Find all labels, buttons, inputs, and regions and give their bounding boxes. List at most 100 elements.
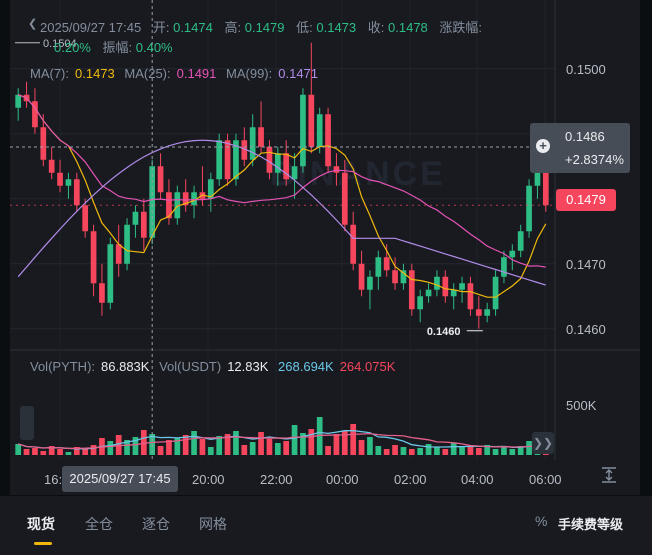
crosshair-price-tag[interactable]: + 0.1486 +2.8374% bbox=[530, 123, 630, 173]
price-axis-label: 0.1500 bbox=[566, 62, 606, 77]
low-marker-label: 0.1460 bbox=[427, 326, 461, 338]
volume-bar bbox=[140, 430, 147, 455]
price-axis-label: 0.1470 bbox=[566, 257, 606, 272]
price-axis-label: 0.1460 bbox=[566, 322, 606, 337]
candle-body bbox=[300, 94, 306, 167]
volume-bar bbox=[90, 445, 97, 455]
volume-bar bbox=[216, 436, 223, 455]
candle-body bbox=[124, 224, 130, 264]
tab-cross[interactable]: 全仓 bbox=[85, 516, 113, 532]
candle-body bbox=[442, 276, 449, 297]
candle-body bbox=[408, 270, 415, 310]
volume-bar bbox=[274, 443, 281, 455]
volume-bar bbox=[300, 433, 306, 455]
kline-chart[interactable]: 0.15000.14900.14800.14700.146016:20:0022… bbox=[10, 0, 640, 495]
time-axis-label: 00:00 bbox=[326, 472, 359, 487]
candle-body bbox=[475, 309, 482, 316]
candle-body bbox=[367, 276, 373, 290]
ma99-line bbox=[17, 139, 546, 286]
candle-body bbox=[316, 114, 323, 147]
high-marker-label: 0.1504 bbox=[43, 38, 77, 50]
candle-body bbox=[291, 166, 298, 180]
volume-bar bbox=[517, 446, 524, 455]
candle-body bbox=[90, 231, 97, 284]
tab-isolated[interactable]: 逐仓 bbox=[142, 516, 170, 532]
volume-bar bbox=[467, 447, 474, 455]
time-axis-label: 20:00 bbox=[192, 472, 225, 487]
collapse-chevron-icon[interactable]: ❮ bbox=[28, 18, 38, 30]
candle-body bbox=[224, 140, 231, 180]
volume-bar bbox=[132, 437, 139, 455]
candle-body bbox=[216, 140, 223, 180]
candle-body bbox=[266, 146, 273, 173]
volume-bar bbox=[291, 425, 298, 455]
volume-bar bbox=[316, 417, 323, 455]
order-tabs-bar: 现货 全仓 逐仓 网格 % 手续费等级 bbox=[0, 496, 652, 555]
candle-body bbox=[542, 159, 549, 206]
volume-bar bbox=[484, 445, 491, 455]
volume-bar bbox=[283, 441, 290, 455]
ma-lines bbox=[17, 94, 547, 450]
candle-body bbox=[40, 127, 47, 160]
volume-bar bbox=[157, 446, 164, 455]
volume-bar bbox=[73, 447, 80, 455]
candle-body bbox=[99, 283, 105, 303]
ohlc-info-line2: 0.20% 振幅: 0.40% bbox=[54, 40, 173, 55]
volume-bar bbox=[501, 447, 507, 455]
kline-chart-panel[interactable]: BINANCE 0.15000.14900.14800.14700.146016… bbox=[10, 0, 640, 495]
volume-bar bbox=[358, 440, 365, 455]
volume-bar bbox=[233, 431, 239, 455]
candle-body bbox=[392, 270, 398, 284]
tab-spot[interactable]: 现货 bbox=[27, 516, 55, 532]
percent-icon[interactable]: % bbox=[535, 513, 548, 529]
candle-body bbox=[325, 114, 331, 167]
current-price-tag: 0.1479 bbox=[556, 189, 616, 211]
volume-bar bbox=[224, 434, 231, 455]
candle-body bbox=[350, 224, 357, 264]
add-alert-icon[interactable]: + bbox=[536, 139, 550, 153]
volume-ma-line-2 bbox=[18, 432, 546, 450]
candle-body bbox=[48, 159, 55, 173]
candle-body bbox=[174, 192, 181, 219]
scroll-to-latest-button[interactable]: ❯❯ bbox=[532, 432, 554, 454]
volume-bar bbox=[308, 429, 315, 455]
volume-bar bbox=[509, 449, 516, 455]
candle-body bbox=[107, 244, 114, 303]
volume-bar bbox=[107, 441, 114, 455]
volume-bar bbox=[23, 449, 30, 455]
candle-body bbox=[149, 166, 156, 238]
candlesticks bbox=[15, 42, 549, 329]
candle-body bbox=[417, 296, 424, 310]
crosshair-price: 0.1486 bbox=[565, 129, 605, 144]
tab-grid[interactable]: 网格 bbox=[199, 516, 227, 532]
candle-body bbox=[459, 283, 465, 290]
volume-bar bbox=[191, 431, 197, 455]
fee-level-link[interactable]: 手续费等级 bbox=[558, 517, 624, 532]
candle-body bbox=[57, 172, 63, 186]
volume-bar bbox=[459, 446, 465, 455]
candle-body bbox=[383, 257, 390, 271]
candle-body bbox=[274, 153, 281, 173]
scroll-left-handle[interactable] bbox=[20, 406, 34, 440]
candle-body bbox=[526, 185, 532, 232]
candle-body bbox=[484, 309, 491, 316]
candle-body bbox=[358, 263, 365, 290]
volume-bar bbox=[199, 439, 206, 455]
volume-bar bbox=[475, 448, 482, 455]
volume-bar bbox=[408, 449, 415, 455]
volume-bar bbox=[57, 449, 63, 455]
volume-bar bbox=[207, 447, 214, 455]
volume-bar bbox=[417, 448, 424, 455]
volume-bar bbox=[434, 447, 440, 455]
volume-bar bbox=[48, 446, 55, 455]
volume-bar bbox=[82, 448, 89, 455]
candle-body bbox=[492, 276, 499, 310]
time-axis-label: 02:00 bbox=[394, 472, 427, 487]
volume-bar bbox=[350, 424, 357, 455]
volume-bars bbox=[15, 417, 549, 455]
candle-body bbox=[241, 140, 248, 160]
candle-body bbox=[375, 257, 382, 277]
volume-bar bbox=[40, 451, 47, 455]
ma-legend: MA(7): 0.1473 MA(25): 0.1491 MA(99): 0.1471 bbox=[30, 66, 319, 81]
fit-chart-icon[interactable] bbox=[600, 466, 618, 484]
